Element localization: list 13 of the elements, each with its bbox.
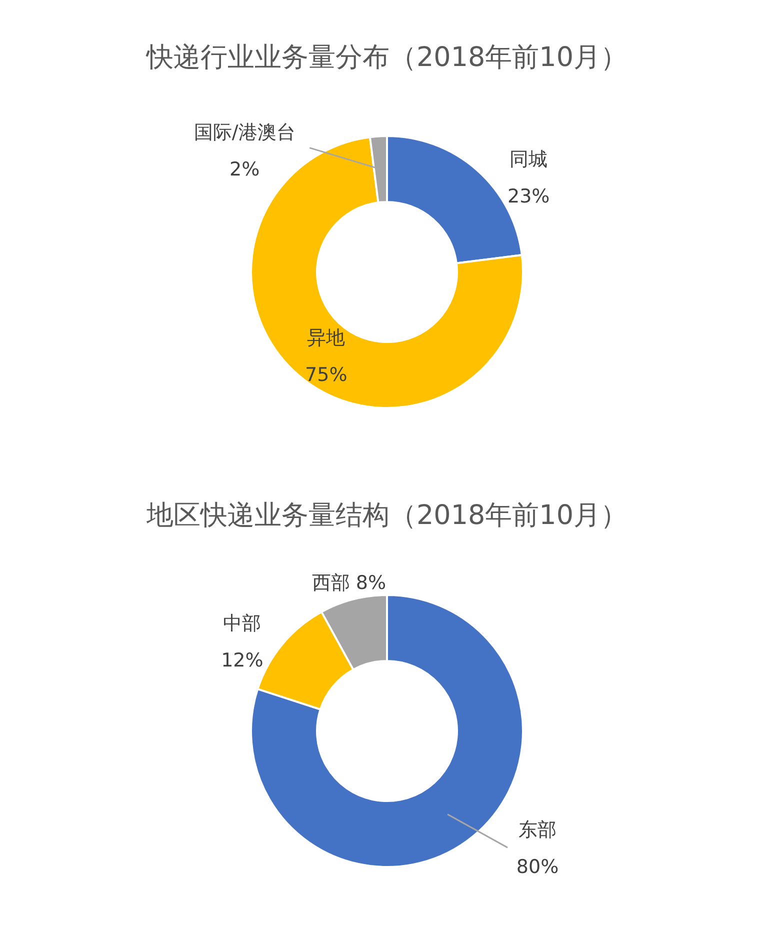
data-label: 23%: [507, 185, 550, 208]
slice-label: 同城: [510, 148, 548, 170]
data-label: 2%: [230, 158, 260, 180]
data-label: 80%: [516, 856, 559, 878]
slice-label: 西部 8%: [312, 572, 386, 594]
data-label: 12%: [221, 649, 264, 672]
slice-label: 东部: [518, 819, 557, 842]
slice-label: 中部: [223, 612, 262, 634]
slice-label: 异地: [307, 326, 346, 349]
slice-label: 国际/港澳台: [194, 121, 296, 144]
chart-title: 地区快递业务量结构（2018年前10月）: [145, 500, 628, 531]
data-label: 75%: [305, 364, 348, 386]
chart-title: 快递行业业务量分布（2018年前10月）: [145, 42, 628, 73]
